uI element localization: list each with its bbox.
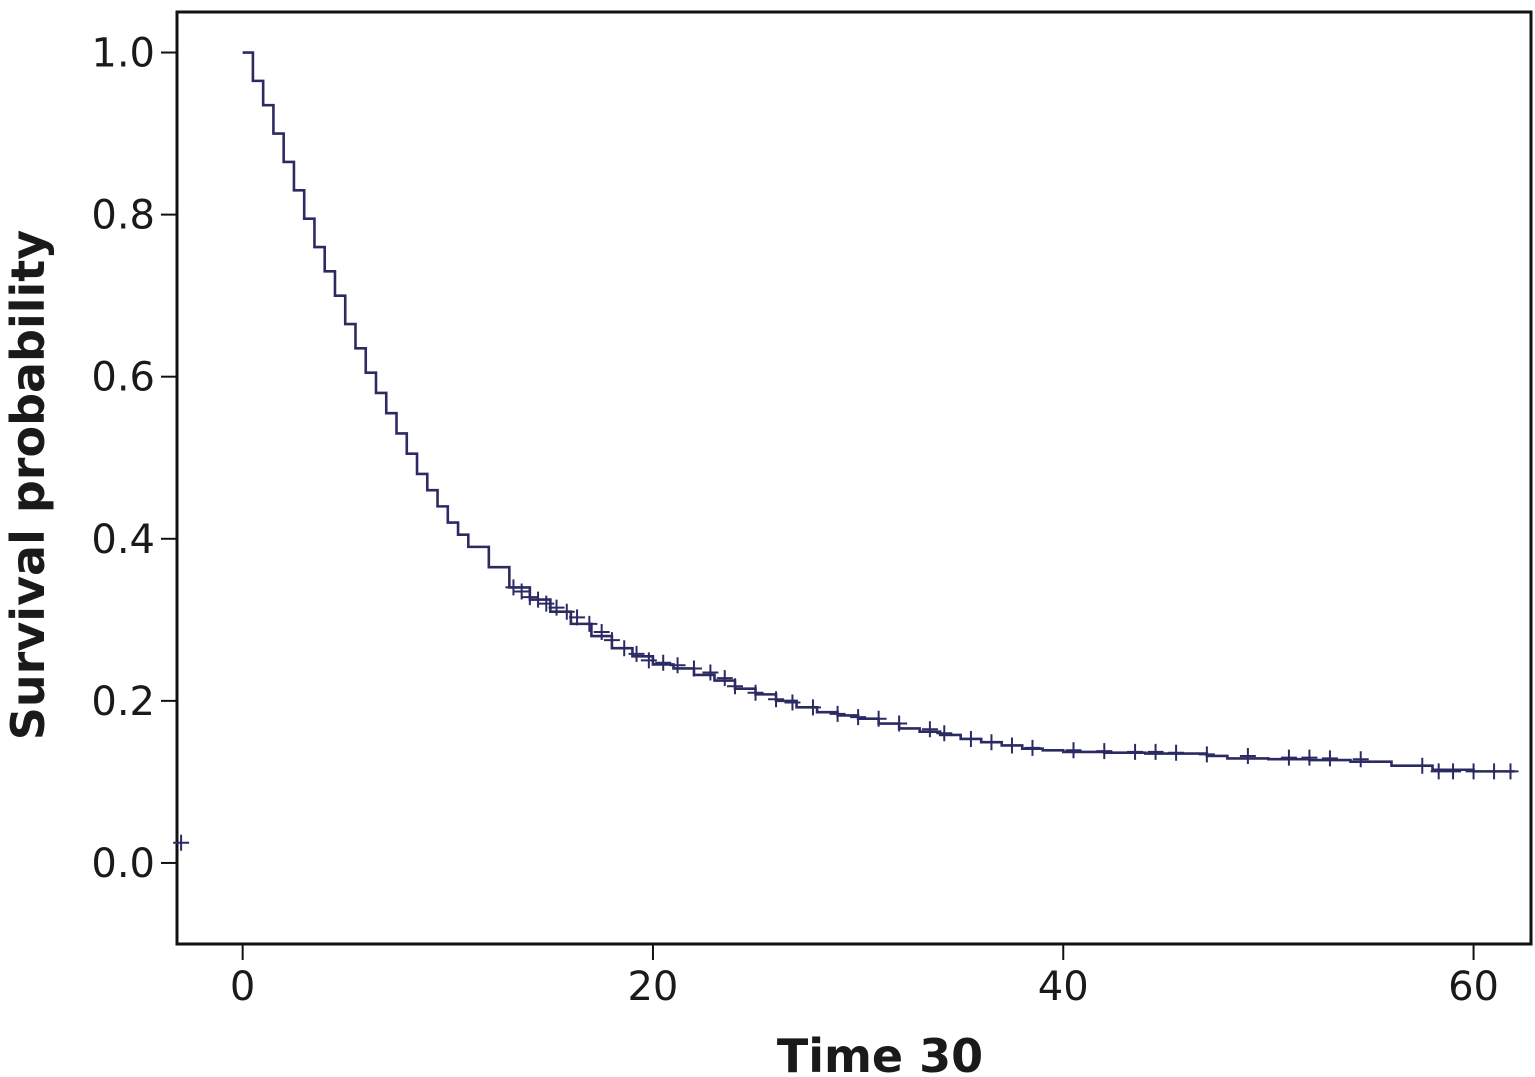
x-tick-label: 0 bbox=[230, 964, 255, 1010]
censor-marks bbox=[173, 579, 1519, 851]
y-tick-label: 0.6 bbox=[91, 355, 155, 401]
y-tick-label: 0.4 bbox=[91, 517, 155, 563]
censor-mark bbox=[558, 603, 575, 620]
y-tick-label: 1.0 bbox=[91, 31, 155, 77]
censor-mark bbox=[716, 670, 733, 687]
censor-mark bbox=[784, 694, 801, 711]
censor-mark bbox=[628, 645, 645, 662]
censor-mark bbox=[173, 834, 190, 851]
censor-mark bbox=[1239, 747, 1256, 764]
y-tick-label: 0.2 bbox=[91, 679, 155, 725]
censor-mark bbox=[1502, 763, 1519, 780]
censor-mark bbox=[1486, 763, 1503, 780]
censor-mark bbox=[538, 595, 555, 612]
y-axis: 0.0 0.2 0.4 0.6 0.8 1.0 bbox=[91, 31, 177, 887]
censor-mark bbox=[521, 589, 538, 606]
censor-mark bbox=[1003, 737, 1020, 754]
censor-mark bbox=[804, 699, 821, 716]
censor-mark bbox=[513, 583, 530, 600]
censor-mark bbox=[1168, 744, 1185, 761]
censor-mark bbox=[1198, 746, 1215, 763]
x-tick-label: 60 bbox=[1448, 964, 1499, 1010]
censor-mark bbox=[1465, 763, 1482, 780]
censor-mark bbox=[669, 657, 686, 674]
series-layer bbox=[242, 51, 1515, 773]
censor-mark bbox=[505, 579, 522, 596]
censor-mark bbox=[1301, 749, 1318, 766]
censor-mark bbox=[1280, 749, 1297, 766]
censor-mark bbox=[655, 654, 672, 671]
censor-mark bbox=[702, 664, 719, 681]
censor-mark bbox=[548, 599, 565, 616]
censor-mark bbox=[1430, 763, 1447, 780]
censor-mark bbox=[1127, 743, 1144, 760]
censor-mark bbox=[1414, 757, 1431, 774]
censor-mark bbox=[870, 710, 887, 727]
censor-mark bbox=[616, 640, 633, 657]
censor-mark bbox=[685, 660, 702, 677]
censor-mark bbox=[1065, 742, 1082, 759]
plot-frame bbox=[175, 10, 1533, 946]
censor-mark bbox=[640, 652, 657, 669]
censor-mark bbox=[569, 609, 586, 626]
x-tick-label: 20 bbox=[627, 964, 678, 1010]
censor-mark bbox=[850, 709, 867, 726]
x-axis: 0 20 40 60 bbox=[230, 944, 1499, 1010]
survival-curve bbox=[242, 51, 1515, 773]
x-tick-label: 40 bbox=[1038, 964, 1089, 1010]
censor-mark bbox=[962, 730, 979, 747]
censor-mark bbox=[747, 684, 764, 701]
censor-mark bbox=[891, 715, 908, 732]
censor-mark bbox=[530, 591, 547, 608]
censor-mark bbox=[983, 734, 1000, 751]
censor-mark bbox=[1096, 743, 1113, 760]
censor-mark bbox=[1147, 743, 1164, 760]
censor-mark bbox=[1352, 751, 1369, 768]
censor-mark bbox=[829, 705, 846, 722]
censor-mark bbox=[581, 615, 598, 632]
y-tick-label: 0.8 bbox=[91, 193, 155, 239]
censor-mark bbox=[1321, 750, 1338, 767]
x-axis-title: Time 30 bbox=[777, 1029, 983, 1077]
censor-mark bbox=[921, 721, 938, 738]
censor-mark bbox=[593, 623, 610, 640]
censor-mark bbox=[936, 725, 953, 742]
censor-mark bbox=[727, 678, 744, 695]
y-axis-title: Survival probability bbox=[1, 230, 55, 741]
censor-mark bbox=[603, 632, 620, 649]
censor-mark bbox=[1445, 763, 1462, 780]
y-tick-label: 0.0 bbox=[91, 841, 155, 887]
censor-mark bbox=[1024, 739, 1041, 756]
censor-mark bbox=[768, 691, 785, 708]
